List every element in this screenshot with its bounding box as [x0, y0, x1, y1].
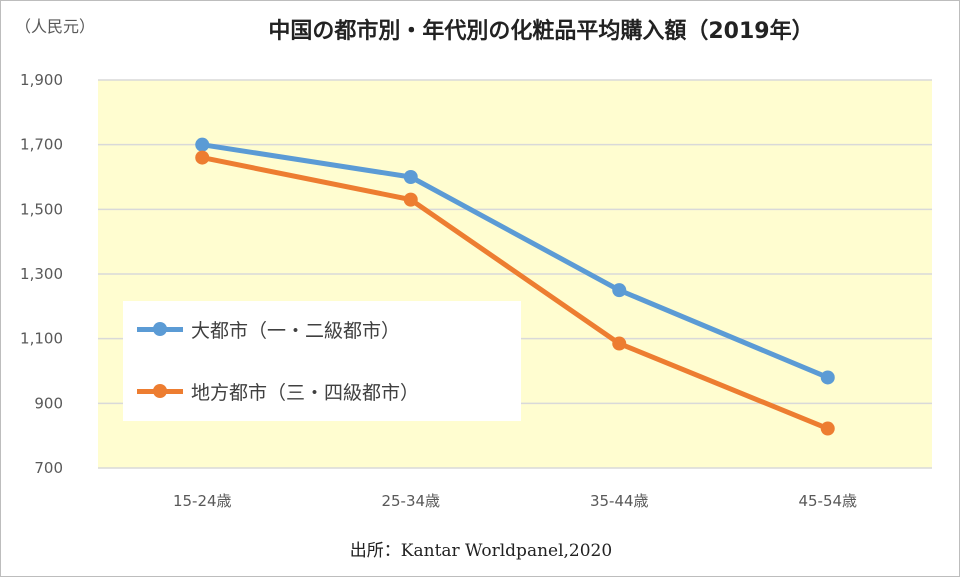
- source-note: 出所：Kantar Worldpanel,2020: [349, 541, 613, 561]
- data-point: [820, 370, 835, 385]
- legend-item-regional-cities: 地方都市（三・四級都市）: [137, 377, 419, 405]
- x-tick-label: 35-44歳: [590, 492, 649, 510]
- data-point: [403, 192, 418, 207]
- legend-label-major-cities: 大都市（一・二級都市）: [191, 319, 401, 342]
- series-line-0: [199, 142, 831, 380]
- legend-item-major-cities: 大都市（一・二級都市）: [137, 315, 400, 343]
- x-axis-ticks: 15-24歳 25-34歳 35-44歳 45-54歳: [173, 492, 857, 510]
- y-axis-ticks: 1,900 1,700 1,500 1,300 1,100 900 700: [20, 71, 63, 477]
- y-tick-label: 700: [34, 459, 63, 477]
- legend-label-regional-cities: 地方都市（三・四級都市）: [191, 381, 420, 404]
- y-tick-label: 1,700: [20, 136, 63, 154]
- y-axis-unit-label: （人民元）: [15, 17, 96, 36]
- data-point: [195, 150, 210, 165]
- y-tick-label: 1,900: [20, 71, 63, 89]
- y-tick-label: 1,300: [20, 265, 63, 283]
- series-lines: [195, 137, 835, 436]
- legend: 大都市（一・二級都市） 地方都市（三・四級都市）: [123, 301, 521, 421]
- data-point: [403, 170, 418, 184]
- data-point: [612, 336, 627, 351]
- x-tick-label: 15-24歳: [173, 492, 232, 510]
- data-point: [612, 283, 627, 298]
- x-tick-label: 25-34歳: [381, 492, 440, 510]
- data-point: [820, 421, 835, 436]
- chart-title: 中国の都市別・年代別の化粧品平均購入額（2019年）: [268, 19, 814, 44]
- data-point: [195, 137, 210, 152]
- y-tick-label: 1,500: [20, 200, 63, 218]
- legend-swatch-major-cities: [137, 315, 183, 343]
- y-tick-label: 900: [34, 394, 63, 412]
- series-line-1: [199, 155, 831, 432]
- x-tick-label: 45-54歳: [798, 492, 857, 510]
- legend-swatch-regional-cities: [137, 377, 183, 405]
- y-tick-label: 1,100: [20, 330, 63, 348]
